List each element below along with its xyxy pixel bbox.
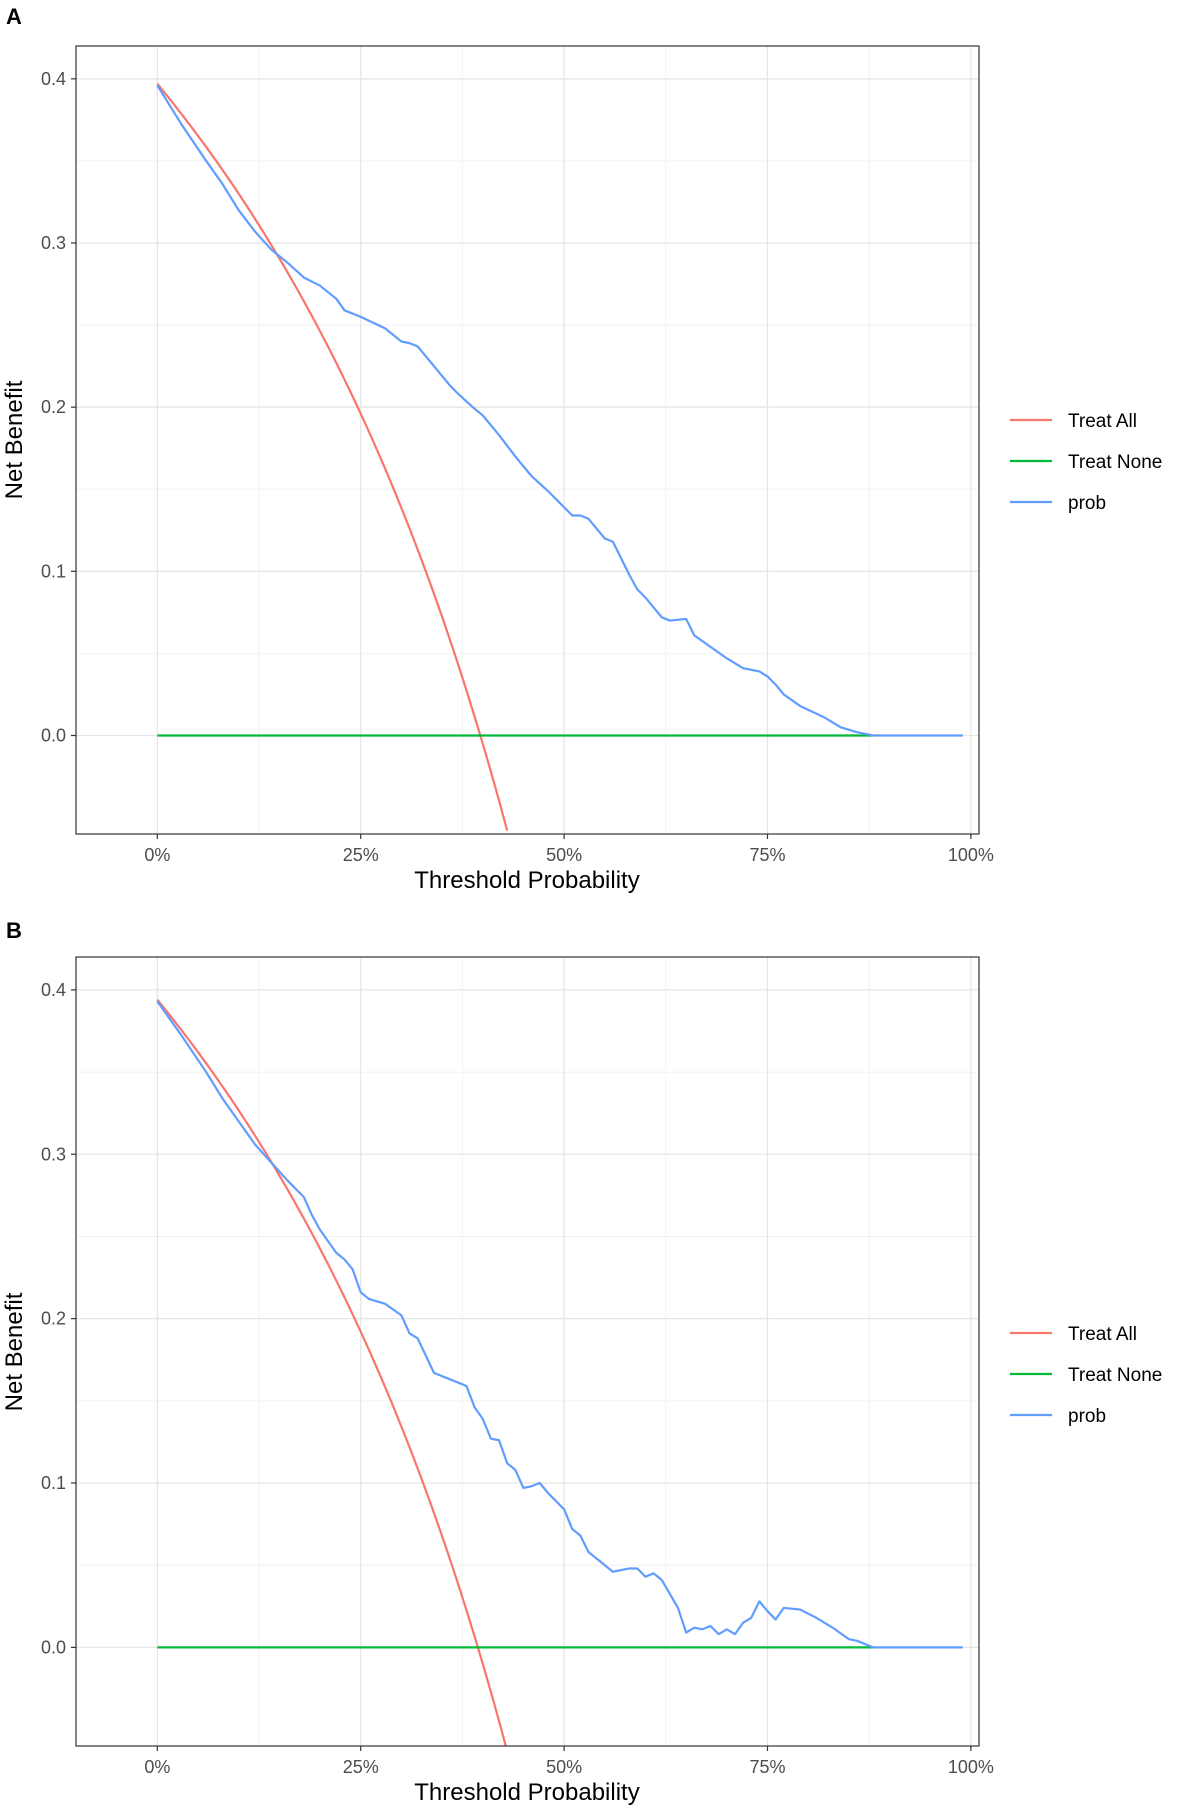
panel-b-plot-background: [76, 957, 979, 1746]
panel-a: A 0% 25% 50% 75% 100% 0.0 0.1 0.2 0.3 0.4 Thresho…: [1, 4, 1162, 894]
panel-b-x-axis-title: Threshold Probability: [414, 1779, 639, 1806]
panel-b-x-tick-label: 100%: [948, 1757, 994, 1777]
panel-a-plot-background: [76, 46, 979, 834]
panel-b-y-tick-label: 0.3: [41, 1144, 66, 1164]
panel-b-ticks: 0% 25% 50% 75% 100% 0.0 0.1 0.2 0.3 0.4: [41, 980, 994, 1777]
panel-b-legend: Treat All Treat None prob: [1010, 1324, 1162, 1427]
panel-b-plot-border: [75, 956, 980, 1747]
panel-a-ticks: 0% 25% 50% 75% 100% 0.0 0.1 0.2 0.3 0.4: [41, 69, 994, 865]
panel-a-y-tick-label: 0.3: [41, 233, 66, 253]
panel-a-x-tick-label: 100%: [948, 845, 994, 865]
panel-b-series: [156, 999, 963, 1746]
panel-a-y-tick-label: 0.2: [41, 397, 66, 417]
panel-b-y-tick-label: 0.4: [41, 980, 66, 1000]
panel-a-x-tick-label: 50%: [546, 845, 582, 865]
panel-b-x-tick-label: 50%: [546, 1757, 582, 1777]
panel-b-legend-label-treat-none: Treat None: [1068, 1365, 1162, 1386]
panel-a-y-tick-label: 0.1: [41, 561, 66, 581]
panel-a-legend-label-prob: prob: [1068, 493, 1106, 514]
panel-a-legend-label-treat-all: Treat All: [1068, 411, 1137, 432]
panel-b: B 0% 25% 50% 75% 100% 0.0 0.1 0.2 0.3 0.4 Thresho…: [1, 918, 1162, 1806]
panel-a-series-treat-all: [156, 83, 509, 831]
panel-a-y-axis-title: Net Benefit: [1, 380, 28, 499]
panel-b-series-prob: [156, 1000, 963, 1649]
panel-a-x-axis-title: Threshold Probability: [414, 867, 639, 894]
panel-b-y-tick-label: 0.2: [41, 1309, 66, 1329]
panel-b-label: B: [6, 918, 22, 943]
panel-a-x-tick-label: 25%: [343, 845, 379, 865]
panel-b-y-tick-label: 0.1: [41, 1473, 66, 1493]
panel-b-x-tick-label: 25%: [343, 1757, 379, 1777]
panel-b-legend-label-treat-all: Treat All: [1068, 1324, 1137, 1345]
panel-a-x-tick-label: 0%: [144, 845, 170, 865]
panel-b-y-tick-label: 0.0: [41, 1637, 66, 1657]
panel-b-legend-label-prob: prob: [1068, 1406, 1106, 1427]
panel-b-x-tick-label: 0%: [144, 1757, 170, 1777]
panel-a-x-tick-label: 75%: [749, 845, 785, 865]
panel-a-y-tick-label: 0.0: [41, 726, 66, 746]
panel-b-gridlines: [76, 957, 979, 1746]
panel-b-y-axis-title: Net Benefit: [1, 1292, 28, 1411]
panel-a-plot-border: [75, 45, 980, 835]
panel-b-x-tick-label: 75%: [749, 1757, 785, 1777]
panel-a-legend: Treat All Treat None prob: [1010, 411, 1162, 514]
panel-a-label: A: [6, 4, 22, 29]
panel-a-legend-label-treat-none: Treat None: [1068, 452, 1162, 473]
panel-a-series-prob: [156, 84, 963, 737]
panel-b-series-treat-all: [156, 999, 507, 1746]
panel-a-y-tick-label: 0.4: [41, 69, 66, 89]
panel-a-series: [156, 83, 963, 831]
